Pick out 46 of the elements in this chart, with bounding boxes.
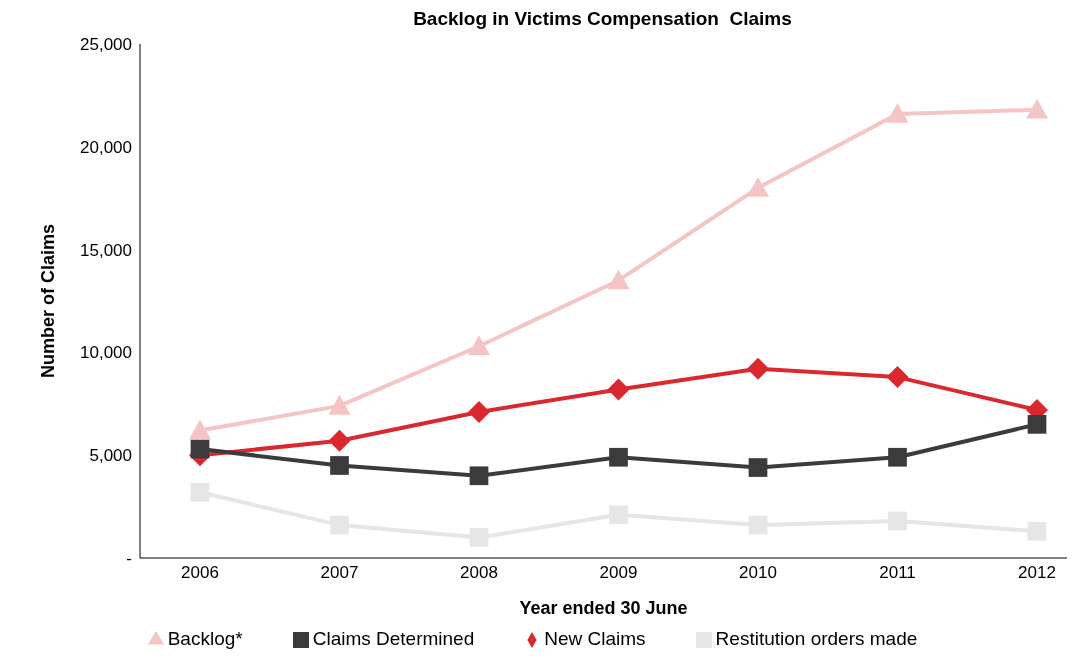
x-tick-label: 2011 bbox=[879, 563, 916, 583]
point bbox=[609, 447, 628, 467]
y-tick-label: 5,000 bbox=[89, 446, 132, 466]
y-tick-label: - bbox=[126, 549, 132, 569]
y-tick-label: 20,000 bbox=[80, 137, 132, 157]
point bbox=[748, 458, 768, 477]
point bbox=[609, 505, 628, 525]
y-axis-title: Number of Claims bbox=[38, 223, 59, 379]
point bbox=[469, 466, 489, 486]
point bbox=[607, 378, 630, 401]
x-tick-label: 2007 bbox=[320, 563, 359, 583]
point bbox=[607, 269, 630, 290]
x-tick-label: 2008 bbox=[460, 563, 498, 583]
point bbox=[468, 401, 490, 424]
point bbox=[1027, 415, 1047, 434]
x-tick-label: 2010 bbox=[739, 563, 777, 583]
x-tick-label: 2006 bbox=[181, 563, 219, 583]
legend-label: New Claims bbox=[544, 628, 646, 649]
point bbox=[886, 102, 909, 123]
point bbox=[330, 456, 349, 475]
point bbox=[886, 366, 909, 389]
y-tick-label: 25,000 bbox=[80, 35, 132, 55]
x-tick-label: 2009 bbox=[599, 563, 638, 583]
y-tick-label: 10,000 bbox=[80, 343, 132, 363]
point bbox=[888, 447, 907, 467]
point bbox=[468, 335, 490, 356]
point bbox=[328, 429, 351, 452]
point bbox=[1027, 521, 1047, 541]
legend-label: Backlog* bbox=[167, 628, 243, 649]
point bbox=[190, 482, 210, 502]
x-axis-title: Year ended 30 June bbox=[519, 598, 688, 618]
point bbox=[747, 357, 769, 380]
point bbox=[190, 439, 210, 459]
point bbox=[888, 511, 907, 531]
point bbox=[189, 419, 211, 440]
legend-label: Claims Determined bbox=[312, 628, 475, 649]
point bbox=[1026, 98, 1048, 119]
point bbox=[469, 528, 489, 547]
y-tick-label: 15,000 bbox=[80, 240, 132, 260]
point bbox=[328, 394, 351, 415]
point bbox=[747, 176, 769, 197]
x-tick-label: 2012 bbox=[1018, 563, 1056, 583]
legend-label: Restitution orders made bbox=[715, 628, 918, 649]
chart-title: Backlog in Victims Compensation Claims bbox=[412, 8, 793, 30]
point bbox=[330, 515, 349, 535]
point bbox=[748, 515, 768, 535]
